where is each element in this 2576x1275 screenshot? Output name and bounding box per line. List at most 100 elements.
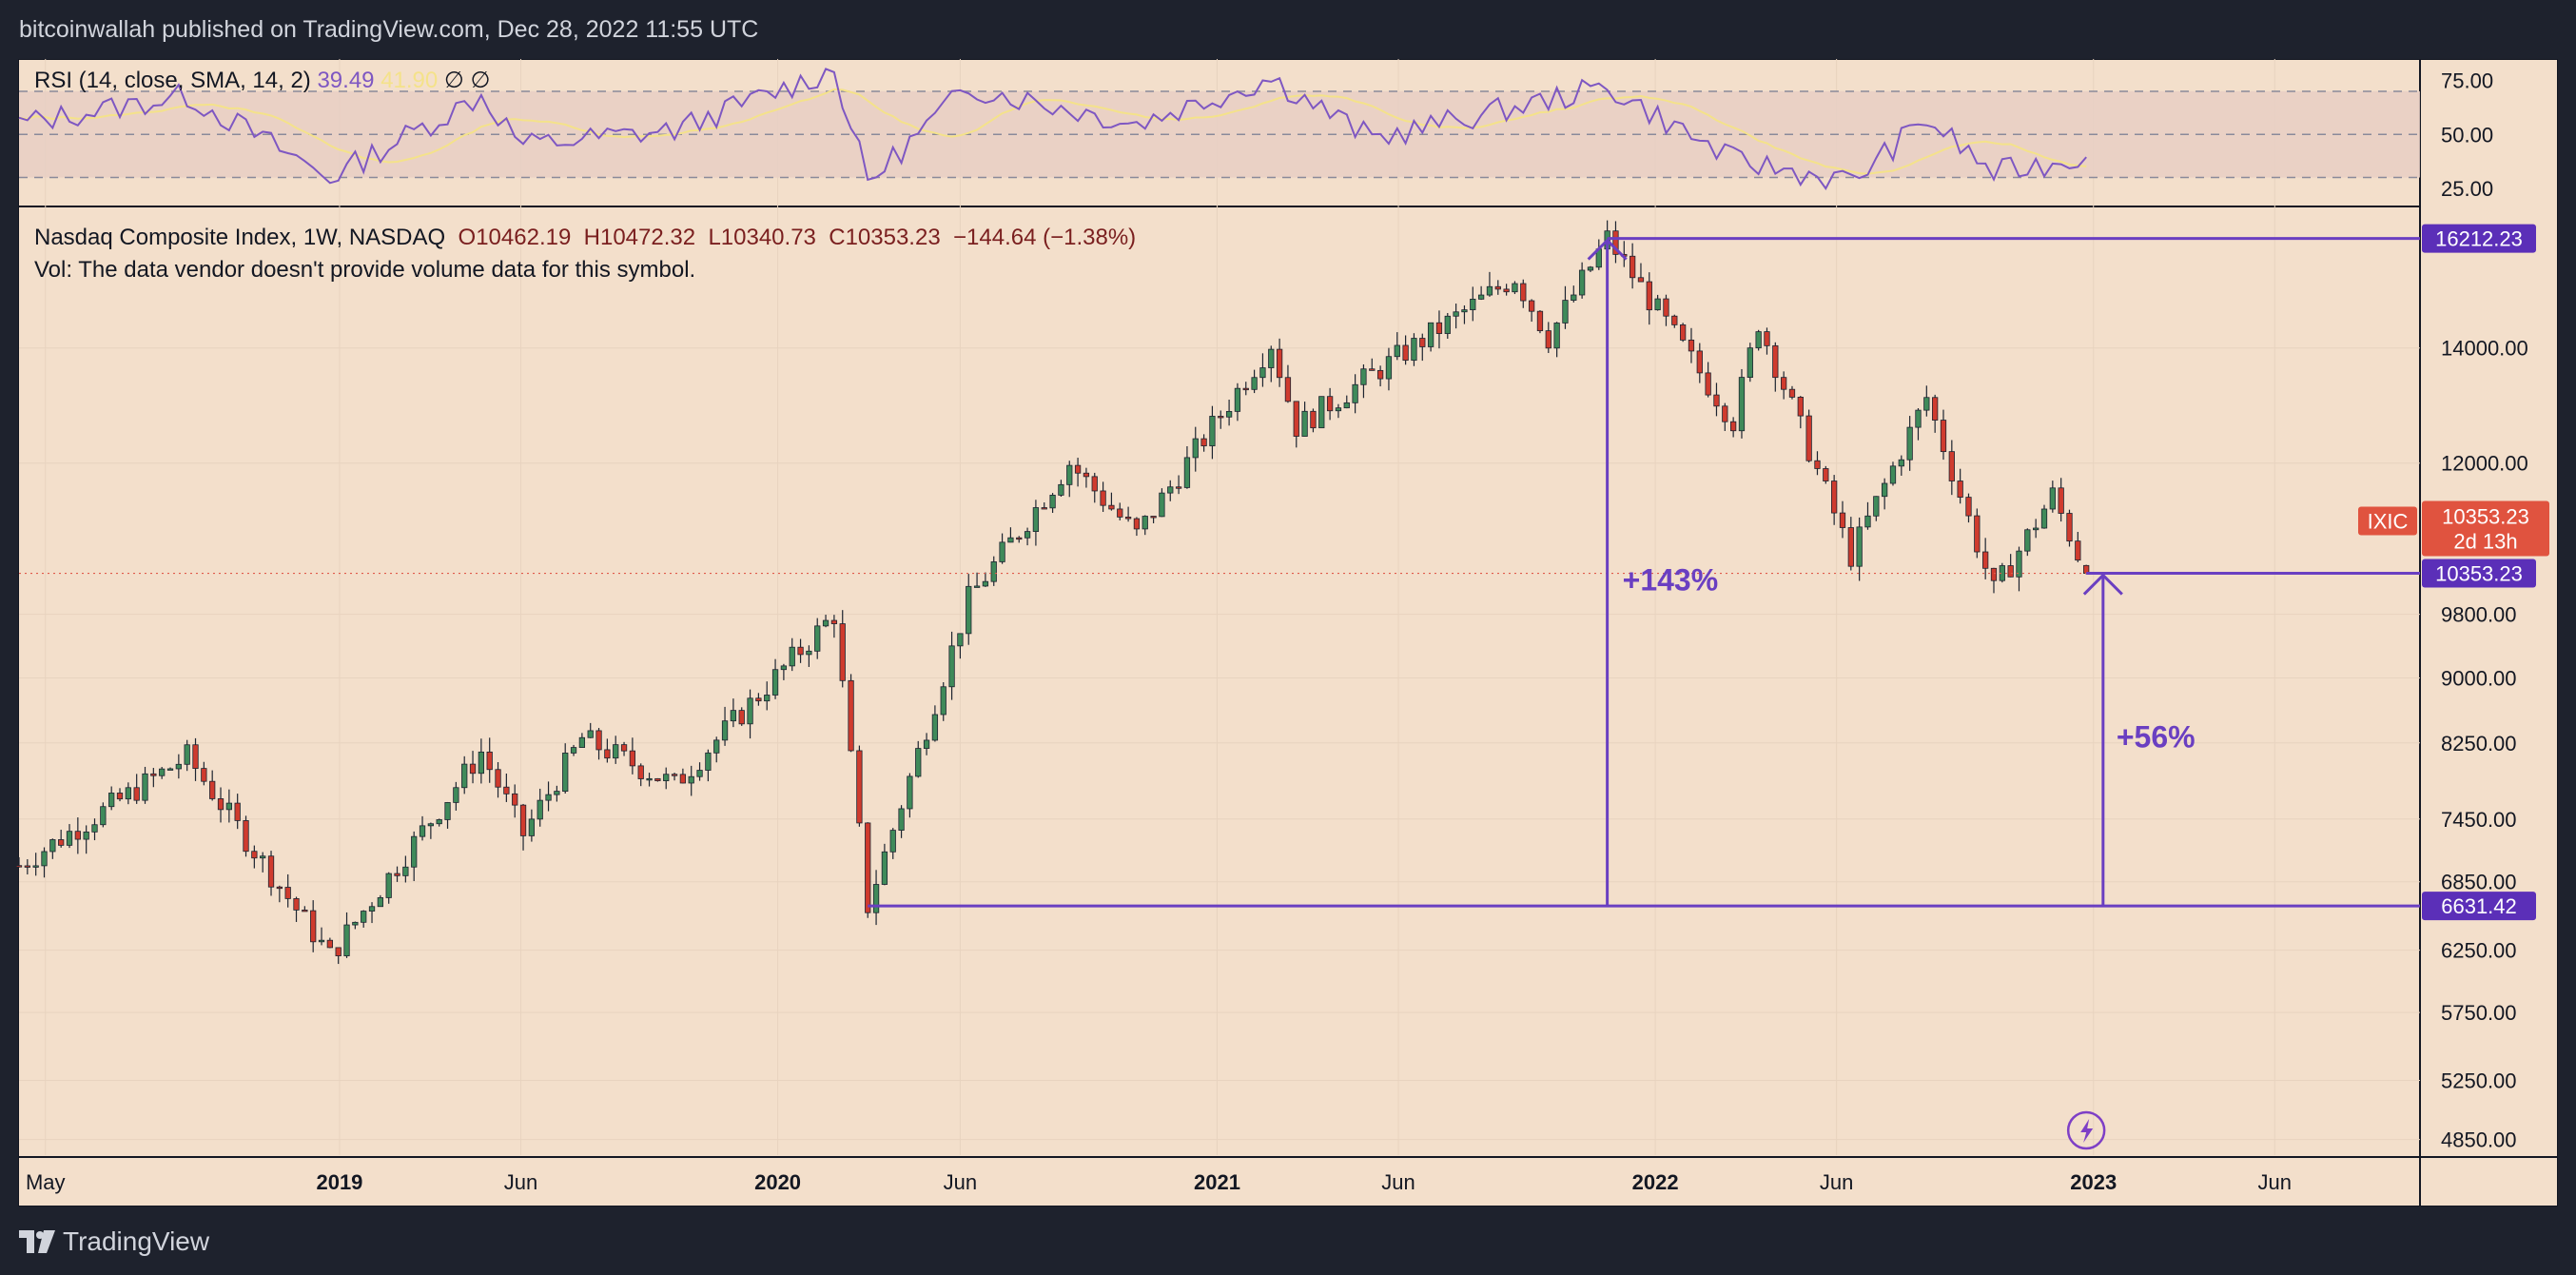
- candle: [133, 774, 140, 804]
- candle-body: [1612, 230, 1619, 255]
- candle-body: [1814, 460, 1821, 469]
- candle-body: [839, 623, 846, 681]
- candle-body: [251, 851, 258, 859]
- candle: [1444, 313, 1451, 339]
- candle-body: [1755, 331, 1762, 349]
- candle: [352, 921, 359, 930]
- candle-body: [1923, 397, 1930, 411]
- candle: [243, 815, 249, 857]
- candle: [1477, 285, 1485, 301]
- candle-body: [755, 697, 762, 702]
- candle: [646, 773, 653, 787]
- candle-body: [923, 739, 930, 749]
- candle: [1411, 333, 1417, 366]
- candle-body: [243, 820, 249, 853]
- price-tick-label: 6250.00: [2441, 939, 2517, 963]
- price-tag-low[interactable]: 6631.42: [2422, 892, 2536, 921]
- candle: [1957, 468, 1963, 504]
- candle-body: [865, 822, 871, 913]
- candle: [1528, 299, 1535, 323]
- candle: [234, 794, 241, 830]
- candle-body: [142, 773, 148, 801]
- candle-body: [267, 855, 275, 888]
- price-tag-high[interactable]: 16212.23: [2422, 224, 2536, 253]
- candle: [1847, 517, 1854, 571]
- candle: [1856, 517, 1863, 581]
- chart-frame[interactable]: [18, 59, 2558, 1206]
- candle-body: [1713, 394, 1720, 407]
- candle: [150, 768, 157, 788]
- candle-body: [1200, 438, 1207, 447]
- candle-body: [209, 780, 216, 799]
- candle: [276, 885, 283, 903]
- candle: [898, 805, 905, 838]
- candle: [478, 738, 485, 784]
- candle-body: [1679, 324, 1687, 341]
- candle-body: [1646, 281, 1652, 311]
- candle-body: [2058, 487, 2064, 514]
- candle-body: [1124, 516, 1132, 520]
- tradingview-logo[interactable]: TradingView: [19, 1226, 209, 1258]
- candle: [1242, 382, 1249, 396]
- candle: [1864, 501, 1871, 530]
- candle: [789, 638, 795, 672]
- candle-body: [1545, 330, 1551, 349]
- candle: [1646, 272, 1652, 325]
- candle: [1873, 496, 1880, 521]
- candle: [1310, 408, 1317, 433]
- candle: [444, 801, 451, 829]
- candle-body: [1343, 402, 1350, 409]
- event-bolt-icon[interactable]: [2066, 1110, 2106, 1150]
- candle-body: [225, 802, 232, 811]
- candle: [1251, 369, 1258, 394]
- candle-body: [1477, 294, 1485, 300]
- candle: [1435, 310, 1443, 349]
- candle-body: [326, 939, 333, 949]
- event-bolt-glyph: [2080, 1119, 2094, 1143]
- candle: [108, 786, 115, 811]
- price-tick-label: 4850.00: [2441, 1128, 2517, 1152]
- candle-body: [1974, 515, 1981, 553]
- candle: [1150, 516, 1157, 523]
- candle: [1083, 467, 1090, 488]
- candle: [1781, 371, 1787, 400]
- candle: [1814, 451, 1821, 476]
- candle: [1453, 304, 1459, 329]
- candle-body: [654, 777, 661, 781]
- candle-body: [402, 866, 409, 876]
- candle: [1738, 368, 1746, 439]
- price-tag-current[interactable]: 10353.23: [2422, 559, 2536, 588]
- candle: [554, 785, 560, 802]
- legend-change: −144.64 (−1.38%): [953, 225, 1137, 250]
- candle: [1352, 374, 1358, 414]
- candle: [1965, 493, 1972, 523]
- candle: [184, 739, 190, 772]
- candle-body: [419, 825, 426, 837]
- candle: [1049, 493, 1056, 514]
- candle-body: [335, 947, 342, 956]
- candle: [889, 828, 896, 859]
- candle-body: [915, 748, 922, 777]
- candle-body: [1494, 285, 1501, 290]
- rsi-legend: RSI (14, close, SMA, 14, 2) 39.49 41.90 …: [34, 67, 490, 94]
- candle: [654, 777, 661, 782]
- rsi-tick-label: 25.00: [2441, 177, 2493, 201]
- candle-body: [32, 865, 39, 868]
- candle-body: [907, 775, 913, 810]
- candle: [679, 768, 687, 784]
- candle: [1108, 492, 1115, 511]
- candle: [948, 631, 955, 700]
- candle: [1729, 417, 1737, 438]
- candle: [503, 773, 510, 802]
- candle-body: [1301, 410, 1308, 437]
- candle: [780, 663, 788, 680]
- tradingview-logo-icon: [19, 1230, 55, 1253]
- candle-body: [352, 921, 359, 926]
- gain-arrow-1-head: [1587, 238, 1628, 261]
- candle: [2007, 554, 2014, 578]
- candle-body: [595, 730, 602, 751]
- candle-body: [2016, 550, 2022, 578]
- symbol-badge-name-box: [2358, 506, 2417, 536]
